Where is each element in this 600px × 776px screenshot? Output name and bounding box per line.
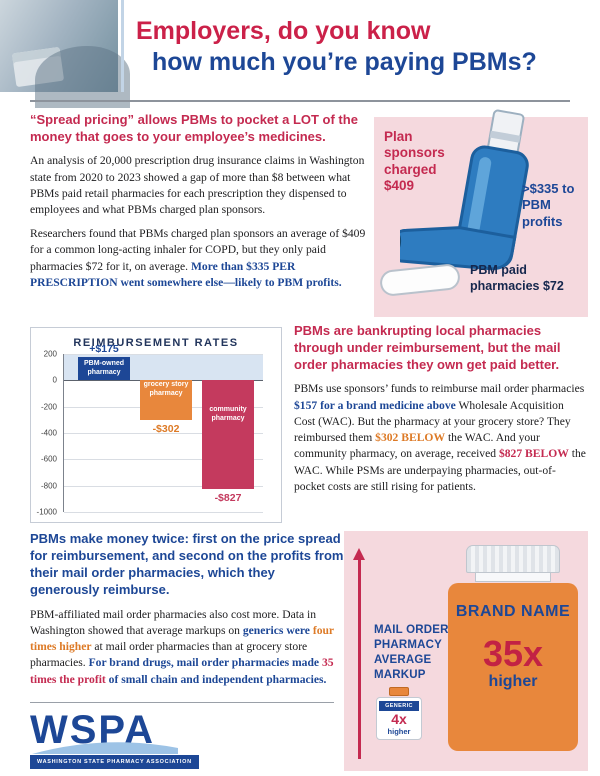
spread-pricing-heading: “Spread pricing” allows PBMs to pocket a… xyxy=(30,112,358,145)
chart-value-label-1: -$302 xyxy=(152,423,180,436)
wspa-logo-org-name: WASHINGTON STATE PHARMACY ASSOCIATION xyxy=(30,755,199,769)
markup-paragraph: PBM-affiliated mail order pharmacies als… xyxy=(30,607,334,686)
plan-sponsors-label: Plan sponsors charged $409 xyxy=(384,129,445,194)
brand-bottle-body: BRAND NAME 35x higher xyxy=(448,583,578,751)
page-title: Employers, do you know how much you’re p… xyxy=(136,16,537,77)
inhaler-callout-box: Plan sponsors charged $409 >$335 to PBM … xyxy=(374,109,588,317)
chart-title: REIMBURSEMENT RATES xyxy=(73,337,239,349)
generic-bottle-body: GENERIC 4x higher xyxy=(376,697,422,741)
mail-order-markup-label: MAIL ORDER PHARMACY AVERAGE MARKUP xyxy=(374,624,449,681)
photo-divider xyxy=(121,0,124,92)
generic-higher-label: higher xyxy=(387,727,411,737)
spread-pricing-section: “Spread pricing” allows PBMs to pocket a… xyxy=(30,111,368,291)
generic-bottle-illustration: GENERIC 4x higher xyxy=(376,687,422,741)
chart-bar-1: grocery story pharmacy xyxy=(140,380,192,421)
chart-canvas: 200 0 -200 -400 -600 -800 -1000 PBM-owned phar… xyxy=(31,343,281,518)
reimbursement-chart: REIMBURSEMENT RATES 200 0 -200 -400 -600 -800… xyxy=(30,327,282,523)
brand-multiplier: 35x xyxy=(482,633,544,675)
brand-bottle-illustration: BRAND NAME 35x higher xyxy=(448,545,578,751)
chart-plot-area: PBM-owned pharmacy +$175 grocery story pha… xyxy=(63,343,263,513)
title-line-1: Employers, do you know xyxy=(136,17,431,45)
generic-bottle-cap xyxy=(389,687,409,696)
calculator-photo xyxy=(0,0,130,108)
reimbursement-paragraph: PBMs use sponsors’ funds to reimburse ma… xyxy=(294,382,586,493)
markup-callout-box: MAIL ORDER PHARMACY AVERAGE MARKUP GENER… xyxy=(344,531,588,771)
brand-name-label: BRAND NAME xyxy=(455,603,571,620)
brand-bottle-neck xyxy=(475,573,551,582)
bankrupting-section: PBMs are bankrupting local pharmacies th… xyxy=(294,322,586,495)
title-line-2: how much you’re paying PBMs? xyxy=(152,47,537,76)
brand-bottle-cap xyxy=(466,545,560,573)
generic-multiplier: 4x xyxy=(391,711,407,727)
chart-value-label-0: +$175 xyxy=(89,343,119,356)
header-rule xyxy=(30,100,570,102)
brand-higher-label: higher xyxy=(488,673,538,691)
chart-bar-2: community pharmacy xyxy=(202,380,254,490)
chart-value-label-2: -$827 xyxy=(214,492,242,505)
pbm-profit-label: >$335 to PBM profits xyxy=(522,181,575,229)
logo-swoosh xyxy=(32,742,178,754)
bankrupting-heading: PBMs are bankrupting local pharmacies th… xyxy=(294,323,561,373)
money-twice-section: PBMs make money twice: first on the pric… xyxy=(30,530,344,688)
generic-label: GENERIC xyxy=(379,701,419,711)
footer-rule xyxy=(30,702,334,703)
chart-bar-0: PBM-owned pharmacy xyxy=(78,357,130,381)
up-arrow-icon xyxy=(353,548,365,759)
chart-y-axis: 200 0 -200 -400 -600 -800 -1000 xyxy=(36,349,57,517)
money-twice-heading: PBMs make money twice: first on the pric… xyxy=(30,531,344,598)
analysis-paragraph: An analysis of 20,000 prescription drug … xyxy=(30,154,365,216)
pbm-paid-label: PBM paid pharmacies $72 xyxy=(470,263,564,293)
wspa-logo: WSPA WASHINGTON STATE PHARMACY ASSOCIATI… xyxy=(30,710,199,769)
researchers-paragraph: Researchers found that PBMs charged plan… xyxy=(30,227,366,289)
inhaler-illustration xyxy=(400,109,529,271)
